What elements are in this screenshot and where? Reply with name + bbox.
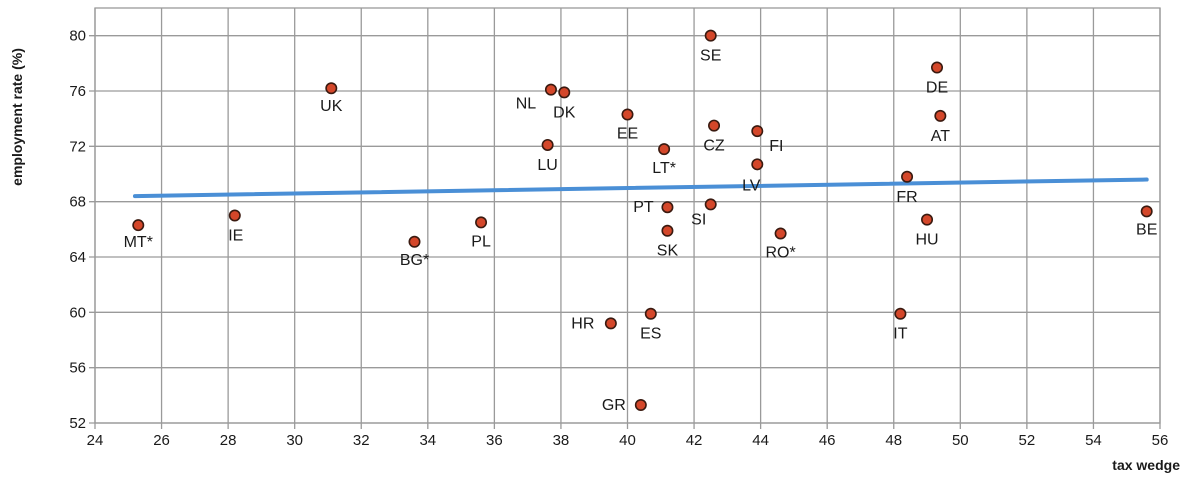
data-point-it bbox=[894, 307, 907, 320]
x-tick-label: 48 bbox=[885, 432, 902, 449]
point-label-se: SE bbox=[700, 48, 721, 65]
x-tick-label: 54 bbox=[1085, 432, 1102, 449]
data-point-sk bbox=[661, 224, 674, 237]
point-label-gr: GR bbox=[602, 397, 626, 414]
y-tick-label: 60 bbox=[69, 304, 86, 321]
point-label-ee: EE bbox=[617, 126, 638, 143]
data-point-hu bbox=[921, 213, 934, 226]
x-tick-label: 36 bbox=[486, 432, 503, 449]
point-label-lv: LV bbox=[742, 177, 761, 194]
data-point-uk bbox=[325, 82, 338, 95]
point-label-fr: FR bbox=[896, 189, 917, 206]
point-label-nl: NL bbox=[516, 96, 537, 113]
data-point-ro bbox=[774, 227, 787, 240]
x-tick-label: 34 bbox=[419, 432, 436, 449]
point-label-lt: LT* bbox=[652, 160, 676, 177]
point-label-at: AT bbox=[931, 128, 950, 145]
y-tick-label: 68 bbox=[69, 194, 86, 211]
data-point-de bbox=[931, 61, 944, 74]
data-point-es bbox=[644, 307, 657, 320]
point-label-pt: PT bbox=[633, 199, 654, 216]
x-tick-label: 46 bbox=[819, 432, 836, 449]
data-point-lv bbox=[751, 158, 764, 171]
data-points bbox=[132, 29, 1153, 412]
point-label-de: DE bbox=[926, 79, 948, 96]
y-tick-label: 76 bbox=[69, 83, 86, 100]
x-tick-label: 44 bbox=[752, 432, 769, 449]
y-tick-label: 80 bbox=[69, 28, 86, 45]
data-point-dk bbox=[558, 86, 571, 99]
point-label-dk: DK bbox=[553, 104, 576, 121]
x-tick-label: 50 bbox=[952, 432, 969, 449]
point-label-be: BE bbox=[1136, 221, 1157, 238]
data-point-lu bbox=[541, 138, 554, 151]
x-tick-label: 28 bbox=[220, 432, 237, 449]
data-point-ee bbox=[621, 108, 634, 121]
data-point-se bbox=[704, 29, 717, 42]
data-point-nl bbox=[544, 83, 557, 96]
data-point-cz bbox=[708, 119, 721, 132]
y-axis-title: employment rate (%) bbox=[9, 48, 25, 186]
x-tick-label: 42 bbox=[686, 432, 703, 449]
x-tick-label: 56 bbox=[1152, 432, 1169, 449]
data-point-gr bbox=[634, 399, 647, 412]
y-tick-label: 52 bbox=[69, 415, 86, 432]
grid bbox=[89, 7, 1161, 429]
data-point-ie bbox=[228, 209, 241, 222]
point-label-ro: RO* bbox=[765, 244, 795, 261]
point-labels: MT* IE UK BG* PL LU NL DK HR EE GR ES LT* PT SK SE SI CZ F… bbox=[124, 48, 1158, 414]
x-tick-label: 32 bbox=[353, 432, 370, 449]
data-point-bg bbox=[408, 235, 421, 248]
x-axis-title: tax wedge bbox=[1112, 457, 1180, 473]
point-label-hu: HU bbox=[915, 232, 938, 249]
data-point-mt bbox=[132, 219, 145, 232]
point-label-it: IT bbox=[893, 326, 907, 343]
point-label-bg: BG* bbox=[400, 252, 429, 269]
trend-line-group bbox=[132, 177, 1149, 199]
point-label-si: SI bbox=[691, 211, 706, 228]
data-point-lt bbox=[658, 143, 671, 156]
x-tick-label: 26 bbox=[153, 432, 170, 449]
data-point-pl bbox=[475, 216, 488, 229]
x-tick-label: 52 bbox=[1019, 432, 1036, 449]
data-point-hr bbox=[604, 317, 617, 330]
point-label-hr: HR bbox=[571, 315, 594, 332]
x-tick-label: 38 bbox=[553, 432, 570, 449]
data-point-be bbox=[1140, 205, 1153, 218]
y-tick-label: 56 bbox=[69, 360, 86, 377]
data-point-pt bbox=[661, 201, 674, 214]
point-label-ie: IE bbox=[228, 228, 243, 245]
point-label-cz: CZ bbox=[703, 138, 725, 155]
y-tick-label: 64 bbox=[69, 249, 86, 266]
point-label-pl: PL bbox=[471, 233, 491, 250]
axis-ticks: 24 26 28 30 32 34 36 38 40 42 44 46 48 50 52 54 56 52 56 60… bbox=[69, 28, 1168, 449]
data-point-at bbox=[934, 109, 947, 122]
x-tick-label: 40 bbox=[619, 432, 636, 449]
x-tick-label: 30 bbox=[286, 432, 303, 449]
y-tick-label: 72 bbox=[69, 138, 86, 155]
point-label-mt: MT* bbox=[124, 234, 153, 251]
trend-line bbox=[132, 177, 1149, 199]
point-label-sk: SK bbox=[657, 243, 679, 260]
point-label-lu: LU bbox=[537, 157, 557, 174]
data-point-fr bbox=[901, 170, 914, 183]
point-label-uk: UK bbox=[320, 98, 343, 115]
point-label-fi: FI bbox=[769, 138, 783, 155]
data-point-si bbox=[704, 198, 717, 211]
data-point-fi bbox=[751, 125, 764, 138]
x-tick-label: 24 bbox=[87, 432, 104, 449]
point-label-es: ES bbox=[640, 326, 661, 343]
